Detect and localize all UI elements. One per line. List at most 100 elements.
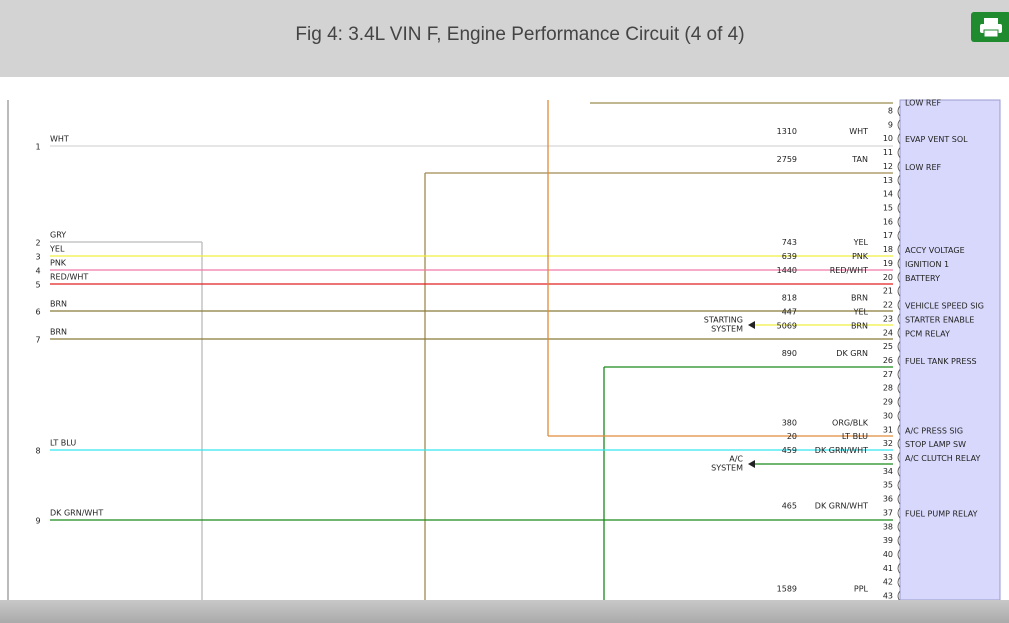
left-wire-color: WHT: [50, 135, 69, 144]
pin-contact: [897, 549, 901, 560]
arrow-label: STARTING: [704, 316, 743, 325]
pin-contact: [897, 285, 901, 297]
wire-color: TAN: [851, 155, 868, 164]
pin-label: LOW REF: [905, 163, 942, 172]
left-pin-number: 2: [35, 239, 40, 248]
pin-number: 43: [883, 592, 893, 601]
left-pin-number: 9: [35, 517, 40, 526]
circuit-number: 447: [782, 307, 797, 316]
wire-color: BRN: [851, 294, 868, 303]
pin-contact: [897, 341, 901, 352]
title: Fig 4: 3.4L VIN F, Engine Performance Ci…: [295, 24, 745, 45]
arrow-head: [748, 321, 755, 329]
pin-number: 25: [883, 342, 893, 351]
pin-number: 35: [883, 481, 893, 490]
pin-contact: [897, 535, 901, 546]
pin-number: 38: [883, 522, 893, 531]
pin-number: 26: [883, 356, 893, 365]
pin-label: VEHICLE SPEED SIG: [905, 302, 984, 311]
pin-number: 9: [888, 120, 893, 129]
print-icon: [980, 18, 1002, 38]
circuit-number: 5069: [777, 321, 797, 330]
pin-number: 22: [883, 301, 893, 310]
left-wire-color: GRY: [50, 231, 66, 240]
pin-contact: [897, 438, 901, 449]
pin-number: 31: [883, 425, 893, 434]
connector-body: [899, 99, 1001, 601]
pin-contact: [897, 105, 901, 117]
arrow-head: [748, 460, 755, 468]
pin-number: 8: [888, 107, 893, 116]
pin-contact: [897, 576, 901, 588]
pin-number: 14: [883, 190, 893, 199]
pin-contact: [897, 424, 901, 436]
pin-number: 39: [883, 536, 893, 545]
left-wire-color: PNK: [50, 259, 67, 268]
circuit-number: 380: [782, 418, 797, 427]
pin-contact: [897, 355, 901, 366]
pin-contact: [897, 410, 901, 422]
circuit-number: 743: [782, 238, 797, 247]
pin-number: 18: [883, 245, 893, 254]
pin-label: LOW REF: [905, 99, 942, 108]
pin-label: STARTER ENABLE: [905, 315, 974, 324]
wire-color: PPL: [854, 585, 869, 594]
left-wire-color: RED/WHT: [50, 273, 88, 282]
pin-label: EVAP VENT SOL: [905, 135, 968, 144]
pin-contact: [897, 147, 901, 158]
left-pin-number: 5: [35, 281, 40, 290]
left-pin-number: 3: [35, 253, 40, 262]
left-wire-color: YEL: [49, 245, 65, 254]
arrow-label: A/C: [729, 455, 743, 464]
left-pin-number: 6: [35, 308, 40, 317]
pin-contact: [897, 119, 901, 131]
pin-number: 24: [883, 328, 893, 337]
pin-number: 17: [883, 231, 893, 240]
circuit-number: 459: [782, 446, 797, 455]
left-wire-color: DK GRN/WHT: [50, 509, 103, 518]
pin-contact: [897, 216, 901, 228]
pin-contact: [897, 466, 901, 477]
pin-number: 21: [883, 287, 893, 296]
pin-number: 27: [883, 370, 893, 379]
pin-number: 16: [883, 217, 893, 226]
pin-number: 42: [883, 578, 893, 587]
pin-number: 40: [883, 550, 893, 559]
pin-contact: [897, 369, 901, 380]
circuit-number: 1440: [777, 266, 797, 275]
pin-label: A/C CLUTCH RELAY: [905, 454, 980, 463]
circuit-number: 2759: [777, 155, 797, 164]
wire-color: YEL: [853, 238, 869, 247]
circuit-number: 890: [782, 349, 797, 358]
pin-contact: [897, 133, 901, 144]
left-wire-color: BRN: [50, 300, 67, 309]
arrow-label: SYSTEM: [711, 325, 743, 334]
pin-contact: [897, 452, 901, 463]
wire-color: WHT: [849, 127, 868, 136]
pin-number: 15: [883, 204, 893, 213]
pin-number: 10: [883, 134, 893, 143]
pin-number: 30: [883, 411, 893, 420]
pin-number: 32: [883, 439, 893, 448]
pin-contact: [897, 396, 901, 408]
circuit-number: 1589: [777, 585, 797, 594]
pin-contact: [897, 313, 901, 325]
pin-contact: [897, 327, 901, 339]
pin-contact: [897, 244, 901, 255]
pin-contact: [897, 521, 901, 533]
pin-contact: [897, 161, 901, 172]
left-wire-color: BRN: [50, 328, 67, 337]
pin-number: 13: [883, 176, 893, 185]
pin-number: 34: [883, 467, 893, 476]
pin-number: 29: [883, 398, 893, 407]
pin-contact: [897, 202, 901, 214]
pin-number: 20: [883, 273, 893, 282]
print-button[interactable]: [971, 12, 1009, 42]
pin-number: 41: [883, 564, 893, 573]
pin-label: A/C PRESS SIG: [905, 426, 963, 435]
pin-number: 36: [883, 495, 893, 504]
pin-contact: [897, 507, 901, 519]
pin-label: FUEL PUMP RELAY: [905, 509, 978, 518]
pin-contact: [897, 258, 901, 269]
